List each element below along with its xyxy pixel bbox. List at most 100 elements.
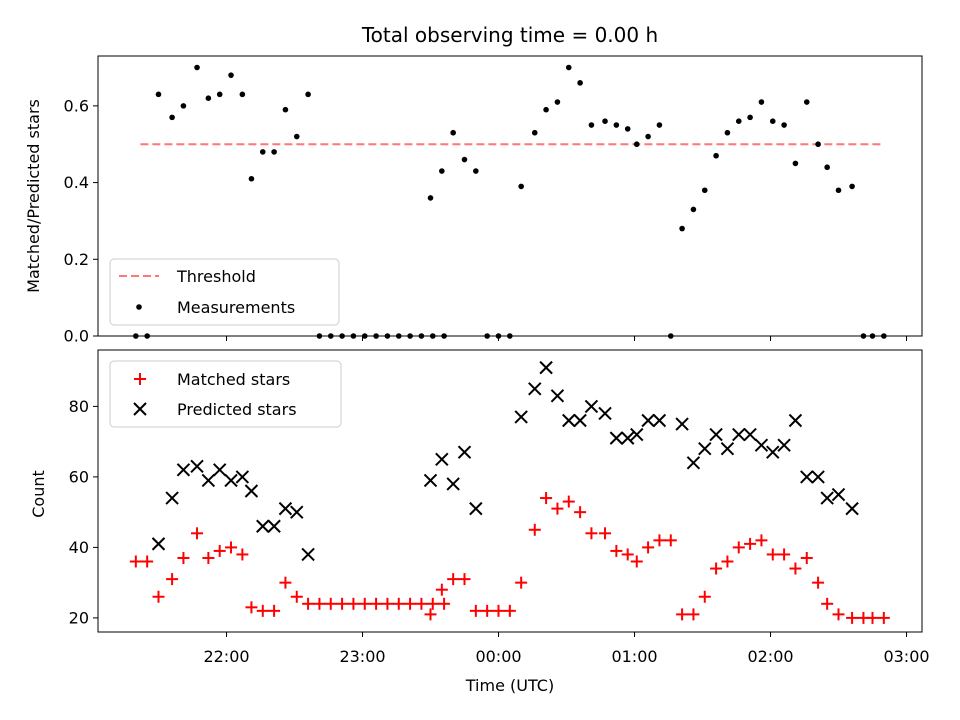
measurement-point [656, 122, 663, 128]
predicted-star-point [573, 413, 587, 428]
matched-star-point [166, 573, 179, 586]
predicted-star-point [469, 501, 483, 516]
measurement-point [781, 122, 787, 128]
x-tick-label: 23:00 [339, 647, 385, 666]
matched-star-point [732, 541, 745, 554]
x-tick-label: 03:00 [883, 647, 929, 666]
matched-star-point [381, 597, 394, 610]
matched-star-point [256, 604, 269, 617]
ratio-plot-frame [97, 55, 923, 337]
predicted-star-point [514, 410, 528, 424]
matched-star-point [515, 576, 528, 589]
matched-star-point [676, 608, 689, 621]
matched-star-point [426, 597, 439, 610]
matched-legend-label: Matched stars [177, 370, 290, 389]
predicted-star-point [630, 427, 644, 442]
matched-star-point [621, 548, 634, 561]
measurement-point [205, 95, 212, 101]
ratio-panel: Total observing time = 0.00 h Matched/Pr… [24, 23, 923, 346]
matched-star-point [245, 601, 258, 614]
measurement-point [792, 160, 799, 167]
matched-star-point [540, 492, 553, 505]
y-tick-label: 0.0 [64, 327, 89, 346]
predicted-star-point [675, 417, 689, 431]
y-tick-label: 0.4 [64, 173, 89, 192]
matched-star-point [129, 555, 142, 568]
measurement-point [713, 152, 719, 159]
predicted-star-point [620, 431, 635, 445]
y-tick-label: 0.6 [64, 96, 89, 115]
matched-star-point [358, 597, 371, 610]
matched-star-point [236, 548, 249, 561]
y-tick-label: 0.2 [64, 250, 89, 269]
measurement-point [239, 91, 246, 98]
predicted-star-point [457, 445, 472, 459]
measurement-point [248, 175, 255, 182]
matched-star-point [766, 548, 779, 561]
matched-star-point [789, 562, 802, 575]
matched-star-point [642, 541, 655, 554]
matched-star-point [812, 576, 825, 589]
predicted-star-point [224, 473, 238, 488]
matched-star-point [710, 562, 723, 575]
matched-star-point [424, 608, 437, 621]
predicted-star-point [609, 431, 624, 445]
matched-star-point [268, 604, 281, 617]
y-tick-label: 40 [69, 538, 89, 557]
matched-star-point [225, 541, 238, 554]
measurement-point [803, 99, 810, 105]
predicted-star-point [201, 473, 216, 488]
x-tick-label: 01:00 [611, 647, 657, 666]
matched-star-point [698, 590, 711, 603]
predicted-legend-label: Predicted stars [177, 400, 297, 419]
measurement-point [690, 206, 697, 213]
measurement-point [155, 91, 162, 98]
measurement-point [305, 91, 311, 98]
matched-star-point [630, 555, 643, 568]
predicted-star-point [423, 473, 438, 488]
predicted-star-point [598, 406, 612, 421]
matched-star-point [664, 534, 677, 547]
measurement-point [282, 106, 289, 113]
measurement-point [461, 156, 468, 163]
predicted-star-point [539, 360, 553, 375]
legend-box [109, 360, 342, 428]
predicted-star-point [562, 413, 576, 428]
matched-star-point [336, 597, 349, 610]
measurement-point [849, 183, 855, 190]
predicted-star-point [528, 382, 542, 396]
y-tick-label: 60 [69, 467, 89, 486]
matched-star-point [492, 604, 505, 617]
measurement-point [747, 114, 753, 121]
measurements-legend-label: Measurements [177, 298, 295, 317]
matched-legend-swatch [134, 373, 146, 385]
measurement-point [293, 133, 300, 140]
predicted-star-point [267, 519, 281, 533]
predicted-star-point [788, 413, 803, 428]
matched-star-point [744, 537, 757, 550]
measurement-point [824, 164, 830, 171]
predicted-star-point [446, 477, 460, 491]
measurement-point [565, 64, 572, 71]
matched-star-point [392, 597, 405, 610]
measurement-point [724, 129, 731, 136]
measurement-point [216, 91, 223, 98]
matched-star-point [551, 502, 564, 515]
measurement-point [633, 141, 640, 148]
matched-star-point [610, 544, 623, 557]
matched-star-point [447, 573, 460, 586]
matched-star-point [877, 611, 890, 624]
x-tick-label: 00:00 [475, 647, 521, 666]
measurement-point [769, 118, 776, 125]
matched-star-point [202, 551, 215, 564]
matched-star-point [585, 527, 598, 540]
matched-star-point [832, 608, 845, 621]
measurement-point [427, 195, 434, 201]
count-legend: Matched stars Predicted stars [109, 360, 342, 428]
predicted-star-point [709, 427, 723, 442]
predicted-star-point [176, 463, 191, 477]
matched-star-point [324, 597, 337, 610]
matched-star-point [503, 604, 516, 617]
measurement-point [554, 99, 561, 105]
measurement-point [194, 64, 200, 71]
